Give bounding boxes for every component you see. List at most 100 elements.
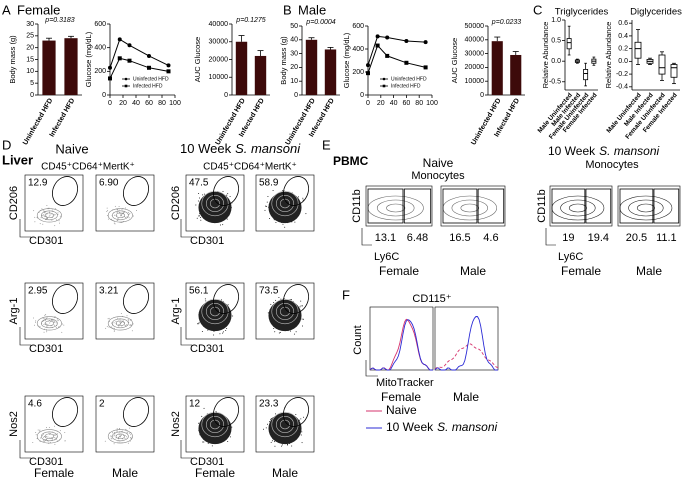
- contour: [568, 203, 587, 213]
- event-dot: [267, 423, 269, 425]
- gate-value: 2.95: [28, 286, 48, 297]
- event-dot: [46, 439, 48, 441]
- event-dot: [291, 445, 293, 447]
- event-dot: [222, 332, 224, 334]
- event-dot: [44, 314, 46, 316]
- x-axis-label: Ly6C: [558, 251, 583, 263]
- event-dot: [272, 190, 274, 192]
- event-dot: [120, 313, 122, 315]
- gate: [52, 397, 78, 427]
- event-dot: [204, 193, 206, 195]
- contour: [41, 318, 58, 329]
- point: [108, 76, 112, 81]
- plot-frame: [365, 185, 433, 227]
- x-tick-label: Uninfected HFD: [215, 97, 247, 146]
- event-dot: [198, 322, 200, 324]
- gate: [619, 188, 654, 224]
- plot-frame: [549, 185, 613, 227]
- event-dot: [44, 319, 46, 321]
- contour: [201, 411, 229, 438]
- chart-title: Diglycerides: [630, 7, 682, 18]
- event-dot: [213, 334, 215, 336]
- event-dot: [123, 211, 125, 213]
- event-dot: [114, 327, 116, 329]
- tissue-label: Liver: [2, 152, 33, 167]
- y-axis-label: Glucose (mg/dL): [84, 31, 93, 87]
- event-dot: [33, 324, 35, 326]
- event-dot: [106, 211, 108, 213]
- event-dot: [201, 330, 203, 332]
- event-dot: [46, 213, 48, 215]
- event-dot: [278, 296, 280, 298]
- event-dot: [136, 210, 138, 212]
- y-tick-label: 0: [294, 92, 298, 99]
- event-dot: [200, 219, 202, 221]
- legend-label: Infected HFD: [133, 83, 163, 89]
- event-dot: [47, 323, 49, 325]
- point: [108, 65, 112, 70]
- legend-label: Naive: [386, 403, 417, 417]
- event-dot: [219, 224, 221, 226]
- event-dot: [202, 194, 204, 196]
- contour: [205, 303, 225, 320]
- event-dot: [121, 214, 123, 216]
- event-dot: [43, 317, 45, 319]
- x-tick-label: 80: [415, 100, 423, 107]
- y-tick-label: 0: [480, 92, 484, 99]
- gate-value: 13.1: [375, 232, 396, 244]
- x-tick-label: 20: [119, 100, 127, 107]
- event-dot: [53, 434, 55, 436]
- event-dot: [231, 426, 233, 428]
- gate: [123, 176, 149, 206]
- y-axis-label: Body mass (g): [8, 35, 17, 84]
- event-dot: [111, 218, 113, 220]
- event-dot: [284, 226, 286, 228]
- event-dot: [302, 318, 304, 320]
- event-dot: [204, 298, 206, 300]
- event-dot: [127, 432, 129, 434]
- event-dot: [58, 222, 60, 224]
- point: [375, 43, 380, 48]
- series-line: [367, 35, 426, 66]
- gate-value: 56.1: [189, 286, 209, 297]
- axis-arrow: [545, 228, 556, 246]
- bar: [254, 55, 267, 95]
- y-tick-label: 0: [224, 92, 228, 99]
- point: [166, 69, 171, 74]
- event-dot: [40, 217, 42, 219]
- y-tick-label: -0.4: [616, 84, 628, 91]
- event-dot: [121, 209, 123, 211]
- event-dot: [45, 215, 47, 217]
- title-prefix: 10 Week: [180, 141, 232, 156]
- event-dot: [281, 445, 283, 447]
- point: [117, 37, 122, 42]
- event-dot: [273, 327, 275, 329]
- event-dot: [287, 443, 289, 445]
- event-dot: [120, 321, 122, 323]
- event-dot: [119, 213, 121, 215]
- event-dot: [121, 215, 123, 217]
- event-dot: [300, 300, 302, 302]
- y-tick-label: 0.0: [551, 58, 561, 65]
- event-dot: [132, 323, 134, 325]
- y-tick-label: 200: [94, 68, 106, 75]
- bar: [42, 40, 56, 95]
- event-dot: [207, 329, 209, 331]
- event-dot: [45, 314, 47, 316]
- event-dot: [127, 211, 129, 213]
- event-dot: [128, 320, 130, 322]
- panel-title: Male: [298, 2, 326, 17]
- legend-label: Infected HFD: [391, 83, 421, 89]
- x-tick-label: 20: [377, 100, 385, 107]
- event-dot: [113, 431, 115, 433]
- contour: [41, 431, 58, 442]
- tissue-label: PBMC: [333, 154, 369, 168]
- y-tick-label: 10: [26, 68, 34, 75]
- y-tick-label: 20000: [465, 64, 485, 71]
- y-axis-label: Arg-1: [8, 298, 20, 325]
- event-dot: [32, 442, 34, 444]
- event-dot: [118, 209, 120, 211]
- event-dot: [114, 205, 116, 207]
- event-dot: [221, 299, 223, 301]
